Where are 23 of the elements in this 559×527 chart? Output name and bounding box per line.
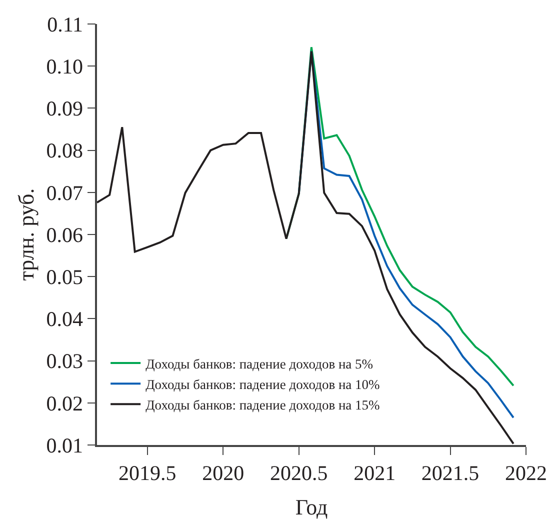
y-axis-title: трлн. руб.: [14, 188, 39, 281]
y-tick-label: 0.06: [46, 222, 84, 247]
y-tick-label: 0.02: [46, 391, 84, 416]
x-tick-label: 2019.5: [118, 460, 176, 485]
legend-label: Доходы банков: падение доходов на 10%: [146, 376, 380, 392]
x-tick-label: 2020.5: [270, 460, 328, 485]
line-series: [97, 50, 514, 445]
y-tick-label: 0.05: [46, 264, 84, 289]
y-tick-label: 0.09: [46, 96, 84, 121]
x-tick-label: 2021: [354, 460, 396, 485]
y-tick-label: 0.11: [47, 12, 84, 36]
y-tick-label: 0.08: [46, 138, 84, 163]
legend-label: Доходы банков: падение доходов на 5%: [146, 356, 374, 372]
y-tick-label: 0.07: [46, 180, 84, 205]
y-tick-label: 0.01: [46, 433, 84, 458]
x-tick-label: 2021.5: [421, 460, 480, 485]
x-axis-title: Год: [295, 494, 328, 520]
y-tick-label: 0.03: [46, 349, 84, 374]
x-tick-label: 2020: [202, 460, 244, 485]
y-tick-label: 0.10: [46, 54, 84, 78]
y-tick-label: 0.04: [46, 307, 84, 332]
x-tick-label: 2022: [505, 460, 547, 485]
legend-label: Доходы банков: падение доходов на 15%: [146, 397, 380, 412]
